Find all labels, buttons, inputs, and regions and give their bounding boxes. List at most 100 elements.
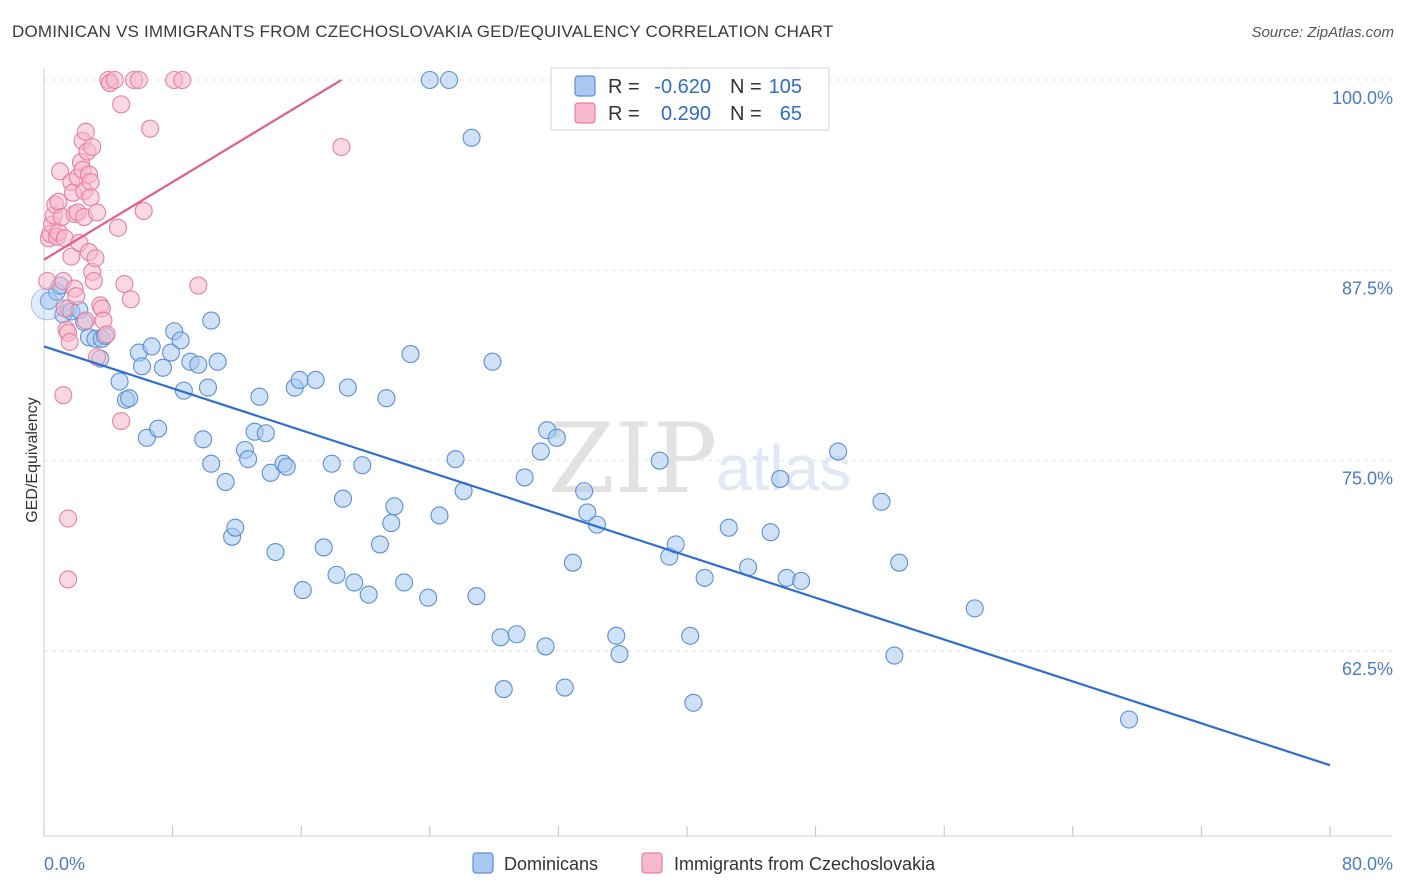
point-dominicans-92 <box>695 568 714 587</box>
point-czechoslovakia-32 <box>76 311 95 330</box>
point-dominicans-73 <box>494 680 513 699</box>
point-czechoslovakia-17 <box>60 332 79 351</box>
legend-n-label-2: N = <box>730 103 762 125</box>
point-czechoslovakia-62 <box>173 70 192 90</box>
point-dominicans-99 <box>829 442 848 461</box>
point-dominicans-32 <box>208 352 227 371</box>
legend-r-label-1: R = <box>608 76 640 98</box>
point-dominicans-66 <box>430 506 449 525</box>
y-tick-label-2: 87.5% <box>1342 278 1393 298</box>
point-czechoslovakia-39 <box>83 137 102 157</box>
point-dominicans-50 <box>322 454 341 473</box>
point-czechoslovakia-65 <box>59 509 78 528</box>
point-czechoslovakia-58 <box>129 70 148 90</box>
legend-top: R = -0.620 N = 105 R = 0.290 N = 65 <box>550 67 830 131</box>
point-dominicans-86 <box>610 644 629 664</box>
point-czechoslovakia-60 <box>141 119 160 138</box>
point-dominicans-41 <box>261 463 280 482</box>
point-dominicans-13 <box>110 372 129 391</box>
point-dominicans-51 <box>327 565 346 584</box>
legend-n-value-2: 65 <box>780 103 802 125</box>
point-dominicans-44 <box>277 457 296 476</box>
axes <box>43 68 1392 837</box>
point-dominicans-67 <box>446 450 465 469</box>
legend-bottom: Dominicans Immigrants from Czechoslovaki… <box>472 852 936 874</box>
point-czechoslovakia-0 <box>38 271 57 291</box>
point-czechoslovakia-59 <box>134 201 153 220</box>
point-dominicans-19 <box>142 337 161 356</box>
point-dominicans-27 <box>189 355 208 374</box>
point-dominicans-96 <box>771 469 790 488</box>
point-dominicans-70 <box>467 587 486 606</box>
point-dominicans-39 <box>250 387 269 406</box>
point-czechoslovakia-43 <box>87 203 107 222</box>
point-czechoslovakia-53 <box>112 412 131 431</box>
point-dominicans-60 <box>385 497 404 516</box>
point-dominicans-90 <box>681 626 700 645</box>
watermark-zip: ZIP <box>548 403 717 515</box>
trend-lines <box>43 79 1331 767</box>
legend-swatch-pink <box>574 102 596 124</box>
point-dominicans-101 <box>885 646 904 665</box>
point-dominicans-82 <box>575 482 594 501</box>
point-dominicans-81 <box>563 553 582 572</box>
legend-bottom-label-czechoslovakia: Immigrants from Czechoslovakia <box>674 854 936 874</box>
point-dominicans-91 <box>684 693 703 712</box>
point-czechoslovakia-12 <box>54 386 73 405</box>
watermark: ZIP atlas <box>548 403 851 515</box>
legend-r-value-1: -0.620 <box>654 76 711 98</box>
point-dominicans-58 <box>377 389 396 408</box>
point-dominicans-76 <box>531 442 550 461</box>
point-dominicans-74 <box>507 625 526 644</box>
legend-n-value-1: 105 <box>769 76 802 98</box>
point-dominicans-71 <box>483 352 502 371</box>
point-dominicans-15 <box>120 389 139 408</box>
point-czechoslovakia-23 <box>67 287 86 306</box>
point-dominicans-87 <box>650 451 669 470</box>
point-czechoslovakia-37 <box>81 172 100 192</box>
point-czechoslovakia-64 <box>332 137 351 157</box>
point-dominicans-56 <box>359 585 378 604</box>
point-czechoslovakia-66 <box>59 570 78 589</box>
legend-r-value-2: 0.290 <box>661 103 711 125</box>
point-dominicans-47 <box>293 581 312 600</box>
point-dominicans-63 <box>419 588 438 607</box>
watermark-atlas: atlas <box>716 432 851 504</box>
point-czechoslovakia-54 <box>112 95 131 114</box>
trend-line-dominicans <box>43 345 1331 767</box>
point-dominicans-24 <box>171 331 190 350</box>
point-dominicans-95 <box>761 523 780 542</box>
point-dominicans-65 <box>440 70 459 90</box>
point-dominicans-53 <box>338 378 357 397</box>
point-dominicans-35 <box>226 518 245 537</box>
point-czechoslovakia-9 <box>51 162 70 181</box>
point-czechoslovakia-56 <box>121 290 140 309</box>
legend-r-label-2: R = <box>608 103 640 125</box>
point-czechoslovakia-7 <box>49 192 68 211</box>
x-tick-label-0: 0.0% <box>44 854 85 874</box>
point-dominicans-17 <box>133 357 152 376</box>
y-tick-label-0: 62.5% <box>1342 659 1393 679</box>
point-dominicans-69 <box>462 128 481 147</box>
legend-bottom-swatch-blue <box>472 852 494 874</box>
point-dominicans-61 <box>395 573 414 592</box>
grid-lines <box>44 79 1392 652</box>
point-dominicans-49 <box>314 538 333 557</box>
point-czechoslovakia-48 <box>97 325 116 344</box>
point-dominicans-54 <box>345 573 364 592</box>
point-dominicans-40 <box>256 424 275 443</box>
trend-line-czechoslovakia <box>43 79 342 261</box>
point-dominicans-25 <box>174 381 193 400</box>
point-dominicans-30 <box>202 454 221 473</box>
point-dominicans-52 <box>333 489 353 508</box>
point-dominicans-93 <box>719 518 738 537</box>
point-dominicans-37 <box>239 450 258 469</box>
point-dominicans-46 <box>290 370 309 390</box>
series-dominicans <box>30 70 1139 729</box>
legend-top-box <box>550 67 830 131</box>
point-dominicans-75 <box>515 468 534 487</box>
series-czechoslovakia <box>38 70 351 589</box>
chart-title: DOMINICAN VS IMMIGRANTS FROM CZECHOSLOVA… <box>12 22 834 41</box>
point-dominicans-33 <box>216 472 235 492</box>
